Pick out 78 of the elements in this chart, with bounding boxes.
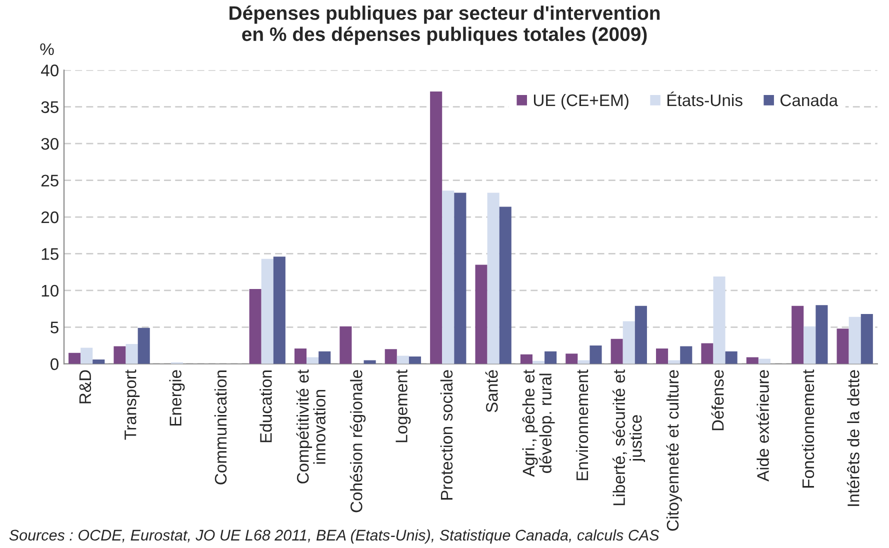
legend-label: Canada — [780, 94, 838, 106]
x-tick-label: Logement — [396, 370, 411, 442]
bar — [544, 351, 557, 364]
x-tick-label: Intérêts de la dette — [846, 370, 860, 506]
y-tick-label: 10 — [42, 284, 58, 297]
y-axis-title: % — [40, 43, 54, 56]
x-tick-label: Aide extérieure — [756, 370, 769, 482]
bar — [114, 346, 126, 364]
x-tick-label: Energie — [169, 370, 185, 426]
y-tick-label: 30 — [41, 138, 58, 150]
bar — [306, 357, 319, 364]
bar — [442, 190, 454, 364]
bar — [848, 316, 861, 364]
bar — [273, 256, 286, 364]
y-tick-label: 25 — [41, 174, 58, 186]
x-tick-label: Citoyenneté et culture — [666, 370, 682, 531]
bar — [454, 192, 466, 364]
bar — [520, 354, 532, 364]
x-tick-label: Education — [260, 370, 272, 442]
bar — [80, 348, 93, 364]
x-tick-label: Environnement — [576, 370, 588, 480]
bar — [364, 360, 376, 364]
bar — [634, 306, 647, 364]
bar — [261, 258, 274, 364]
x-tick-label: Défense — [711, 370, 724, 430]
x-tick-label: Cohésion régionale — [350, 370, 366, 512]
bar — [668, 360, 680, 364]
x-tick-label: Communication — [214, 370, 227, 484]
bar — [792, 306, 804, 364]
x-tick-label: Fonctionnement — [802, 370, 814, 488]
x-tick-label: Protection sociale — [440, 370, 453, 500]
source-note: Sources : OCDE, Eurostat, JO UE L68 2011, BEA (Etats-Unis), Statistique Canada, calculs CAS — [9, 529, 660, 544]
bar — [578, 360, 590, 364]
bar — [656, 348, 668, 364]
bar — [138, 328, 150, 364]
bar — [396, 356, 409, 364]
bar — [68, 352, 81, 364]
x-tick-label: Santé — [485, 370, 498, 412]
bar — [680, 346, 692, 364]
bar — [126, 344, 138, 364]
bar — [294, 348, 307, 364]
bar — [610, 338, 623, 364]
y-tick-label: 20 — [41, 211, 58, 224]
bar — [622, 321, 635, 364]
x-tick-label: Compétitivité et innovation — [296, 370, 326, 484]
x-tick-label: R&D — [79, 370, 92, 404]
legend-label: UE (CE+EM) — [534, 94, 628, 110]
bar — [725, 351, 738, 364]
bar — [499, 206, 512, 364]
y-tick-label: 35 — [41, 101, 58, 114]
bar — [746, 357, 758, 364]
bar — [566, 354, 578, 364]
x-tick-label: Transport — [124, 370, 140, 440]
y-tick-label: 40 — [40, 64, 58, 76]
x-tick-label: Liberté, sécurité et justice — [612, 370, 646, 506]
bar — [804, 326, 816, 364]
bar — [92, 359, 105, 364]
y-tick-label: 0 — [50, 358, 58, 370]
bar — [340, 326, 352, 364]
bar — [836, 328, 849, 364]
bar — [475, 264, 488, 364]
bar — [249, 288, 262, 364]
bar — [816, 305, 828, 364]
bar — [384, 349, 397, 364]
bar — [758, 358, 770, 364]
bar — [860, 314, 873, 364]
bar — [590, 346, 602, 364]
bar — [408, 356, 422, 364]
y-tick-label: 15 — [42, 248, 58, 260]
bar — [487, 192, 500, 364]
legend-label: États-Unis — [667, 92, 742, 106]
bar — [318, 351, 331, 364]
y-tick-label: 5 — [50, 322, 58, 334]
bar — [701, 343, 714, 364]
bar — [430, 91, 442, 364]
bar — [713, 276, 726, 364]
x-tick-label: Agri., pêche et dévelop. rural — [522, 370, 555, 477]
chart-title: Dépenses publiques par secteur d'intervention en % des dépenses publiques totales (2009) — [230, 5, 660, 45]
